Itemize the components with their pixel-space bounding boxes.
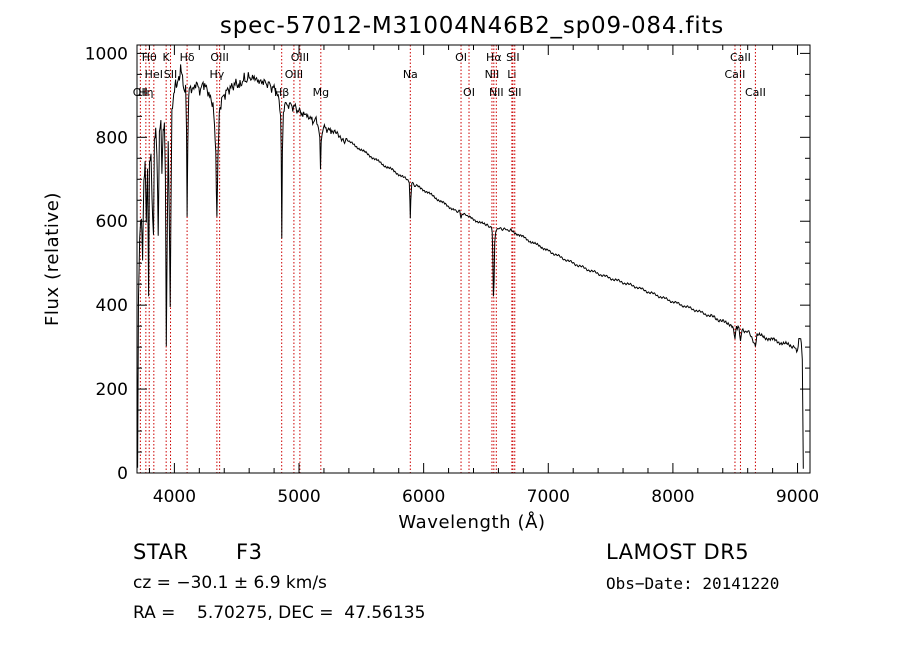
x-tick-label: 4000 [153, 487, 196, 507]
spectral-line-label: CaII [730, 51, 751, 64]
spectral-line-label: Na [403, 68, 418, 81]
y-tick-label: 800 [96, 128, 128, 148]
spectral-line-label: SII [506, 51, 519, 64]
x-axis-ticks: 4000 5000 6000 7000 8000 9000 [148, 45, 819, 507]
redshift-velocity: cz = −30.1 ± 6.9 km/s [133, 573, 327, 593]
spectral-line-label: NII [489, 86, 504, 99]
spectral-line-label: HeI [145, 68, 163, 81]
x-tick-label: 5000 [277, 487, 320, 507]
spectral-line-label: SII [508, 86, 521, 99]
spectral-line-label: CaII [725, 68, 746, 81]
object-class: STAR [133, 540, 189, 564]
plot-frame [136, 44, 811, 474]
y-tick-label: 1000 [85, 44, 128, 64]
spectral-line-label: Mg [313, 86, 329, 99]
spectral-line-label: K [163, 51, 171, 64]
x-tick-label: 6000 [402, 487, 445, 507]
spectral-line-markers: OIIHηHθHeIKSIIHδHγOIIIHβOIIIOIIIMgNaOIOI… [133, 45, 766, 473]
y-axis-label: Flux (relative) [42, 192, 63, 326]
object-subclass: F3 [236, 540, 263, 564]
y-axis-ticks: 0 200 400 600 800 1000 [85, 44, 810, 484]
spectral-line-label: OI [455, 51, 467, 64]
spectral-line-label: Hγ [209, 68, 224, 81]
spectrum-chart: spec-57012-M31004N46B2_sp09-084.fits OII… [42, 13, 819, 533]
spectral-line-label: OIII [210, 51, 228, 64]
spectral-line-label: SII [164, 68, 177, 81]
spectral-line-label: Hα [486, 51, 502, 64]
x-tick-label: 8000 [651, 487, 694, 507]
y-tick-label: 0 [117, 464, 128, 484]
survey-name: LAMOST DR5 [606, 540, 750, 564]
y-tick-label: 600 [96, 212, 128, 232]
x-tick-label: 9000 [776, 487, 819, 507]
spectral-line-label: Hη [138, 86, 153, 99]
coordinates: RA = 5.70275, DEC = 47.56135 [133, 603, 426, 623]
spectral-line-label: Li [507, 68, 516, 81]
spectral-line-label: Hθ [142, 51, 157, 64]
spectral-line-label: OIII [285, 68, 303, 81]
spectral-line-label: OIII [291, 51, 309, 64]
spectral-line-label: Hδ [180, 51, 195, 64]
x-tick-label: 7000 [527, 487, 570, 507]
spectral-line-label: NII [485, 68, 500, 81]
x-axis-label: Wavelength (Å) [398, 511, 545, 533]
observation-date: Obs−Date: 20141220 [606, 574, 780, 593]
spectral-line-label: CaII [745, 86, 766, 99]
y-tick-label: 200 [96, 380, 128, 400]
spectrum-line [136, 64, 804, 469]
spectral-line-label: OI [463, 86, 475, 99]
y-tick-label: 400 [96, 296, 128, 316]
chart-title: spec-57012-M31004N46B2_sp09-084.fits [220, 13, 724, 39]
